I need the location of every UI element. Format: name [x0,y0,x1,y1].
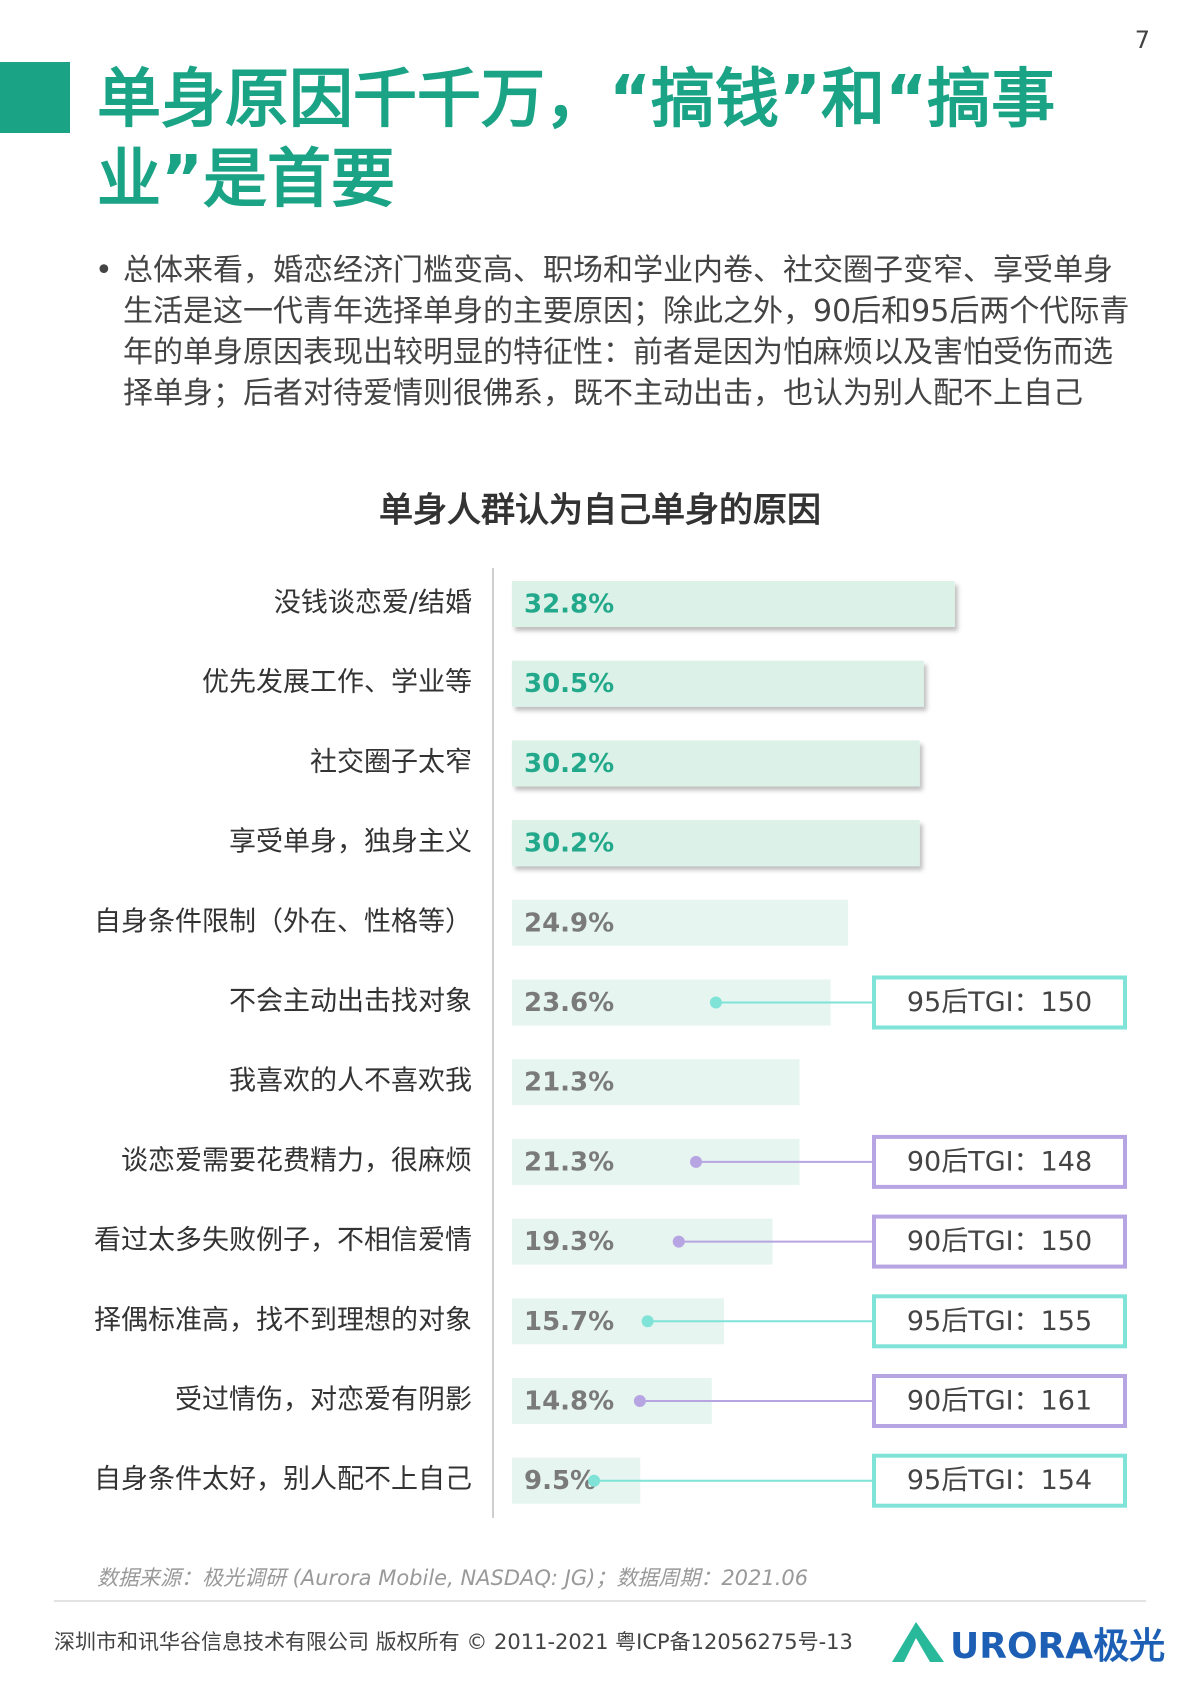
title-block [0,62,70,133]
category-label: 没钱谈恋爱/结婚 [274,588,472,619]
page-title: 单身原因千千万，“搞钱”和“搞事业”是首要 [97,63,1056,217]
value-label: 21.3% [524,1068,614,1098]
annotation-label: 95后TGI：155 [907,1306,1092,1337]
annotation-label: 95后TGI：154 [907,1465,1092,1496]
annotation-box [872,1374,1127,1428]
value-label: 21.3% [524,1147,614,1177]
chart-title: 单身人群认为自己单身的原因 [379,491,821,531]
annotation-label: 90后TGI：161 [907,1386,1092,1417]
value-label: 30.5% [524,669,614,699]
annotation-box [872,975,1127,1030]
value-label: 23.6% [524,988,614,1018]
category-label: 不会主动出击找对象 [229,986,472,1017]
annotation-dot [690,1155,703,1168]
value-label: 24.9% [524,908,614,938]
bar [512,740,920,787]
value-label: 19.3% [524,1227,614,1257]
source-note: 数据来源：极光调研 (Aurora Mobile, NASDAQ: JG)；数据… [97,1566,809,1590]
bar [512,660,924,707]
bar [512,820,920,867]
category-label: 自身条件太好，别人配不上自己 [94,1464,472,1495]
bar [512,1059,800,1106]
category-label: 谈恋爱需要花费精力，很麻烦 [121,1145,472,1176]
category-label: 优先发展工作、学业等 [202,667,472,698]
category-label: 享受单身，独身主义 [229,827,472,858]
category-label: 受过情伤，对恋爱有阴影 [175,1385,472,1416]
copyright: 深圳市和讯华谷信息技术有限公司 版权所有 © 2011-2021 粤ICP备12… [54,1630,853,1654]
value-label: 30.2% [524,749,614,779]
value-label: 32.8% [524,590,614,620]
annotation-box [872,1453,1127,1508]
bar [512,899,849,946]
category-label: 自身条件限制（外在、性格等） [94,906,472,937]
annotation-dot [588,1474,601,1487]
value-label: 15.7% [524,1307,614,1337]
bar [512,581,955,627]
annotation-label: 95后TGI：150 [907,987,1092,1018]
value-label: 9.5% [524,1466,596,1496]
annotation-label: 90后TGI：150 [907,1226,1092,1257]
annotation-label: 90后TGI：148 [907,1146,1092,1177]
page-number: 7 [1134,26,1150,54]
separator [54,1600,1146,1602]
annotation-dot [641,1315,654,1328]
category-label: 社交圈子太窄 [310,747,472,778]
value-label: 14.8% [524,1387,614,1417]
annotation-box [872,1294,1127,1349]
annotation-box [872,1134,1127,1189]
category-label: 我喜欢的人不喜欢我 [229,1066,472,1097]
logo-text: URORA极光 [950,1626,1166,1667]
annotation-dot [709,996,722,1009]
category-label: 择偶标准高，找不到理想的对象 [94,1305,472,1336]
annotation-dot [672,1235,685,1248]
bullet-text: 总体来看，婚恋经济门槛变高、职场和学业内卷、社交圈子变窄、享受单身生活是这一代青… [95,250,1133,414]
logo-mark [892,1622,944,1662]
annotation-box [872,1214,1127,1269]
category-label: 看过太多失败例子，不相信爱情 [94,1225,472,1256]
annotation-dot [633,1395,646,1407]
value-label: 30.2% [524,829,614,859]
logo-shape [892,1622,944,1662]
